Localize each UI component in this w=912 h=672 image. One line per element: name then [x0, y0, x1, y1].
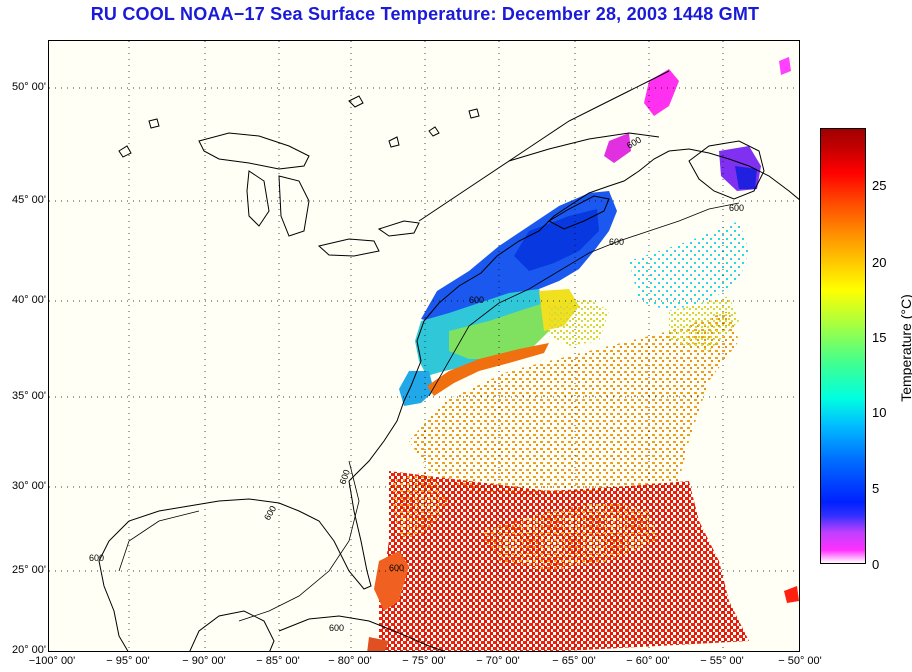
- isobath-600: [118, 202, 740, 622]
- lon-label-90: − 90° 00': [182, 655, 226, 667]
- isobath-label: 600: [337, 468, 352, 486]
- temperature-colorbar: [820, 128, 866, 564]
- lon-label-50: − 50° 00': [778, 655, 822, 667]
- lat-label-30: 30° 00': [11, 480, 46, 492]
- lon-label-85: − 85° 00': [256, 655, 300, 667]
- lat-label-25: 25° 00': [11, 564, 46, 576]
- colorbar-tick-15: 15: [872, 330, 887, 345]
- colorbar-tick-0: 0: [872, 557, 880, 572]
- isobath-label: 600: [262, 504, 278, 522]
- lon-label-60: − 60° 00': [626, 655, 670, 667]
- isobath-label: 600: [329, 623, 344, 633]
- isobath-label: 600: [89, 553, 104, 563]
- coastline-layer: [98, 70, 799, 651]
- lat-label-40: 40° 00': [11, 294, 46, 306]
- colorbar-title: Temperature (°C): [898, 294, 912, 402]
- lon-label-75: − 75° 00': [402, 655, 446, 667]
- isobath-label: 600: [609, 237, 624, 247]
- sst-data-layer: [367, 57, 799, 651]
- lat-label-35: 35° 00': [11, 390, 46, 402]
- graticule: [49, 41, 799, 651]
- lat-label-50: 50° 00': [11, 81, 46, 93]
- lon-label-65: − 65° 00': [552, 655, 596, 667]
- map-canvas: 600 600 600 600 600 600 600 600 600: [49, 41, 799, 651]
- sst-map[interactable]: 600 600 600 600 600 600 600 600 600: [48, 40, 800, 652]
- map-title: RU COOL NOAA−17 Sea Surface Temperature:…: [90, 4, 760, 24]
- lat-label-45: 45° 00': [11, 194, 46, 206]
- isobath-label: 600: [469, 295, 484, 305]
- colorbar-tick-20: 20: [872, 255, 887, 270]
- isobath-label: 600: [729, 203, 744, 213]
- colorbar-tick-5: 5: [872, 481, 880, 496]
- lat-label-20: 20° 00': [11, 644, 46, 656]
- colorbar-tick-10: 10: [872, 405, 887, 420]
- lon-label-100: −100° 00': [28, 655, 76, 667]
- colorbar-tick-25: 25: [872, 178, 887, 193]
- lon-label-70: − 70° 00': [476, 655, 520, 667]
- isobath-label: 600: [389, 563, 404, 573]
- lon-label-95: − 95° 00': [106, 655, 150, 667]
- lon-label-55: − 55° 00': [700, 655, 744, 667]
- lon-label-80: − 80° 00': [328, 655, 372, 667]
